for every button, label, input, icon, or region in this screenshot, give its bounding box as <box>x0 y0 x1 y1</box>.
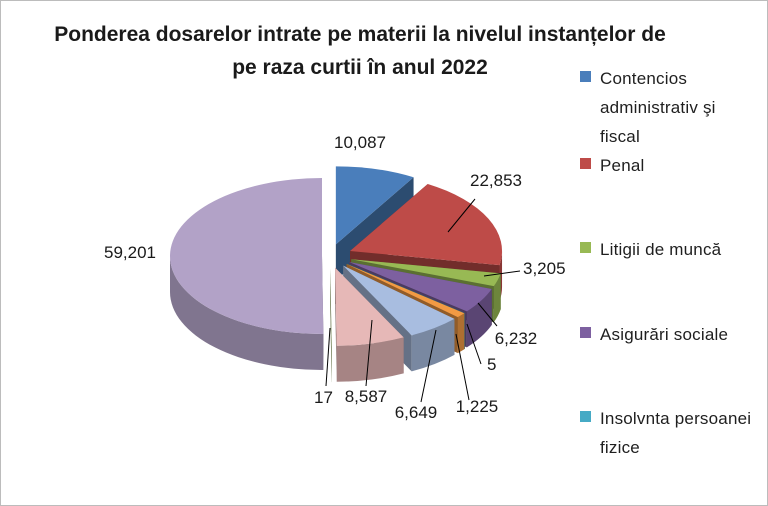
pie-slice-1 <box>350 183 503 266</box>
data-label-5: 1,225 <box>456 397 499 416</box>
pie-slice-3 <box>349 261 492 312</box>
pie-slice-2 <box>351 259 501 287</box>
legend-label: Litigii de muncă <box>600 240 722 259</box>
pie-slice-8 <box>330 268 332 347</box>
legend-swatch <box>580 71 591 82</box>
data-label-6: 6,649 <box>395 403 438 422</box>
leader-line-1 <box>447 198 476 233</box>
pie-slice-0 <box>335 166 414 245</box>
leader-line-5 <box>455 333 470 401</box>
slice-side-2-0 <box>493 273 501 323</box>
slice-side-3-0 <box>466 288 492 348</box>
slice-wall-8-1 <box>330 268 332 383</box>
legend-swatch <box>580 411 591 422</box>
pie-tops <box>170 166 503 347</box>
slice-side-5-0 <box>457 313 465 354</box>
legend-label: Contencios administrativ şi fiscal <box>600 69 716 146</box>
data-label-2: 3,205 <box>523 259 566 278</box>
leader-line-7 <box>365 319 373 387</box>
data-label-8: 17 <box>314 388 333 407</box>
slice-wall-7-1 <box>335 267 337 382</box>
leader-line-6 <box>420 329 437 403</box>
legend-swatch <box>580 327 591 338</box>
data-label-3: 6,232 <box>495 329 538 348</box>
slice-side-9-0 <box>170 256 324 371</box>
data-label-0: 10,087 <box>334 133 386 152</box>
pie-slice-6 <box>343 265 455 336</box>
data-label-4: 5 <box>487 355 496 374</box>
leader-line-2 <box>483 270 521 277</box>
slice-side-7-0 <box>336 337 404 382</box>
leader-line-4 <box>466 323 482 365</box>
pie-slice-7 <box>335 267 404 346</box>
leader-line-3 <box>477 302 498 327</box>
legend-swatch <box>580 158 591 169</box>
data-label-9: 59,201 <box>104 243 156 262</box>
pie-slice-5 <box>346 263 465 318</box>
legend-label: Penal <box>600 156 645 175</box>
legend-label: Asigurări sociale <box>600 325 729 344</box>
legend-label: Insolvnta persoanei fizice <box>600 409 752 457</box>
pie-slice-9 <box>170 178 324 335</box>
leader-line-8 <box>325 327 331 387</box>
pie-slice-4 <box>347 263 465 313</box>
data-label-1: 22,853 <box>470 171 522 190</box>
chart-title: Ponderea dosarelor intrate pe materii la… <box>54 23 666 79</box>
legend-swatch <box>580 242 591 253</box>
data-label-7: 8,587 <box>345 387 388 406</box>
